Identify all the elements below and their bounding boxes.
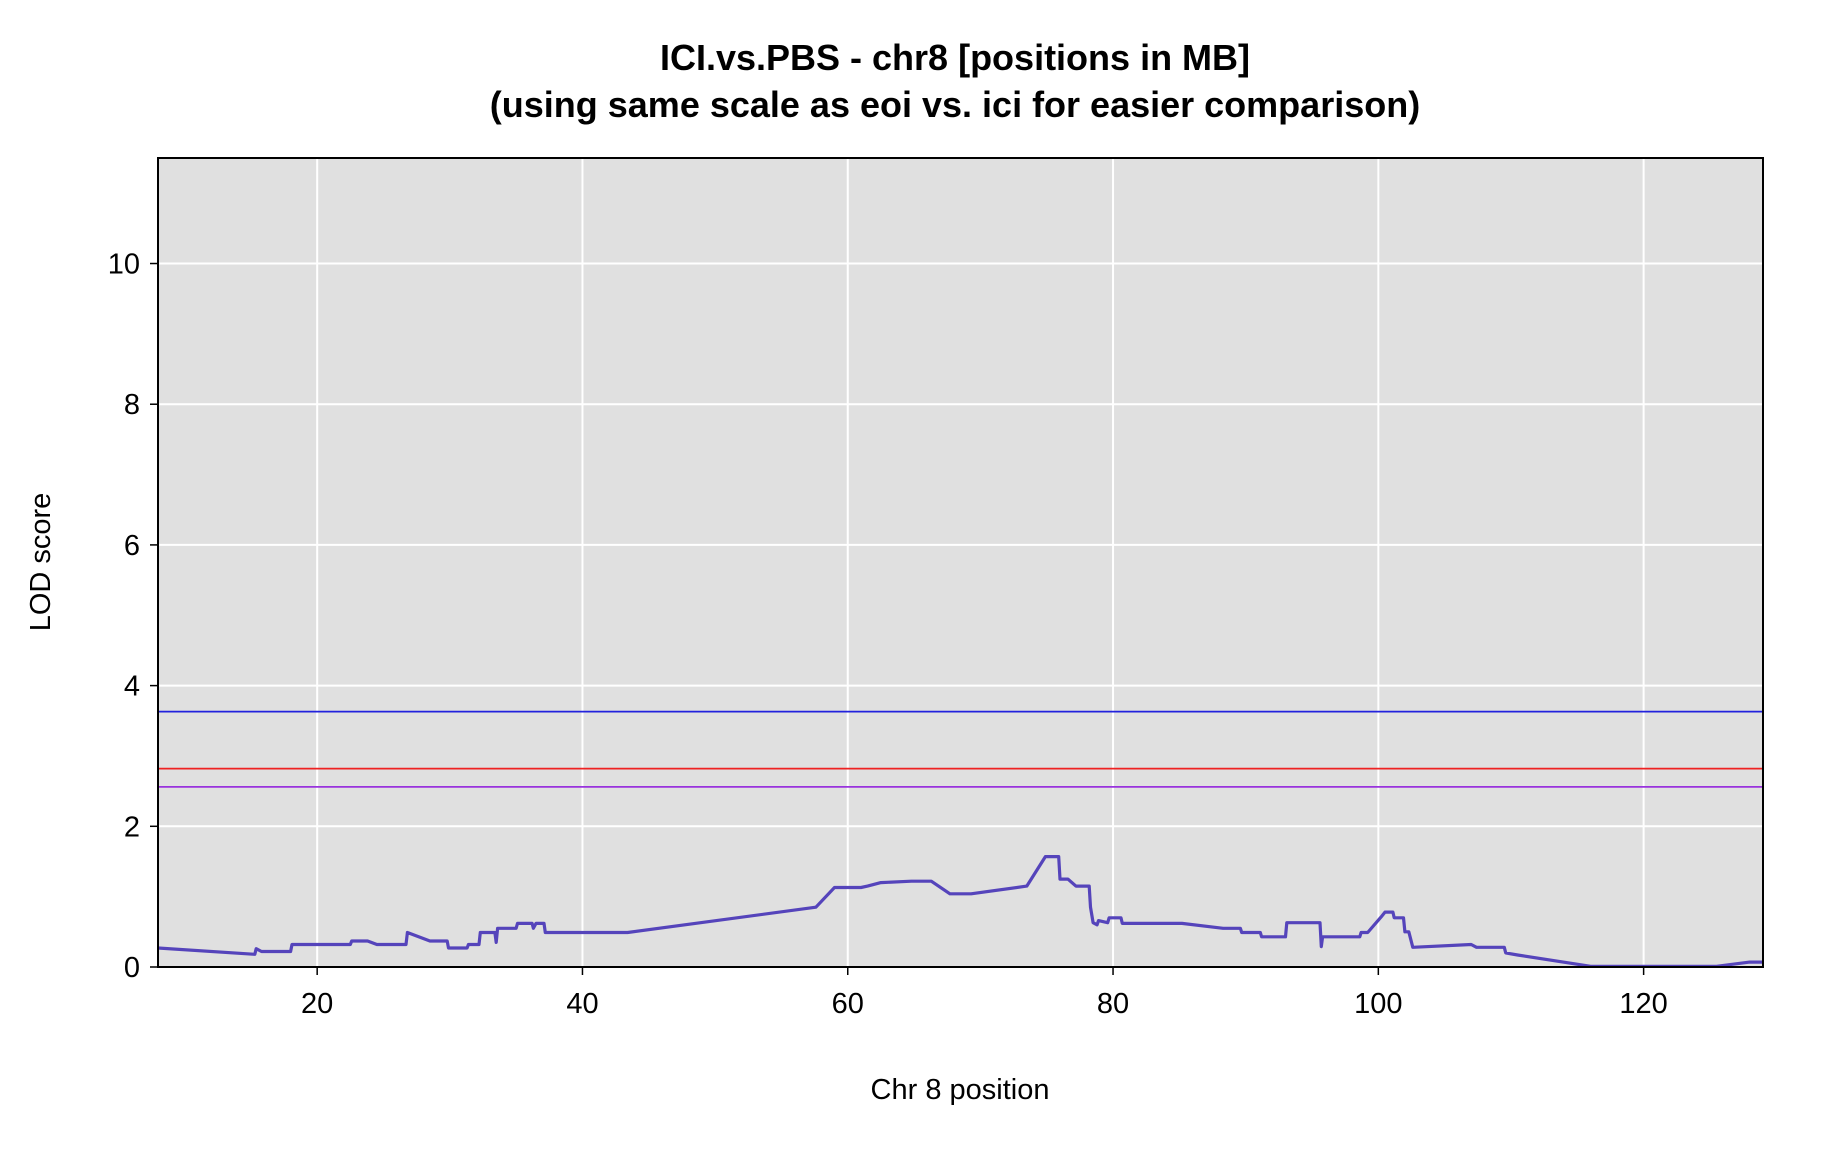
series-group: [157, 855, 1763, 968]
y-tick-label: 0: [124, 952, 140, 984]
x-tick-label: 120: [1619, 988, 1667, 1020]
y-tick-label: 2: [124, 811, 140, 843]
plot-frame: [157, 157, 1764, 968]
x-tick-label: 40: [566, 988, 598, 1020]
y-tick-label: 4: [124, 671, 140, 703]
x-tick-label: 80: [1097, 988, 1129, 1020]
x-tick-label: 100: [1354, 988, 1402, 1020]
x-axis-label: Chr 8 position: [871, 1074, 1050, 1106]
y-axis-label: LOD score: [25, 493, 57, 632]
x-axis-ticks: 20 40 60 80 100 120: [301, 967, 1668, 1020]
y-tick-label: 8: [124, 389, 140, 421]
y-tick-label: 6: [124, 530, 140, 562]
chart-title: ICI.vs.PBS - chr8 [positions in MB]: [659, 37, 1251, 78]
x-tick-label: 20: [301, 988, 333, 1020]
y-tick-label: 10: [108, 249, 140, 281]
threshold-lines: [158, 710, 1763, 788]
y-axis-ticks: 0 2 4 6 8 10: [108, 249, 158, 984]
chart-subtitle: (using same scale as eoi vs. ici for eas…: [489, 84, 1421, 125]
x-tick-label: 60: [832, 988, 864, 1020]
plot-area: [158, 158, 1763, 967]
lod-series-line: [157, 855, 1763, 968]
